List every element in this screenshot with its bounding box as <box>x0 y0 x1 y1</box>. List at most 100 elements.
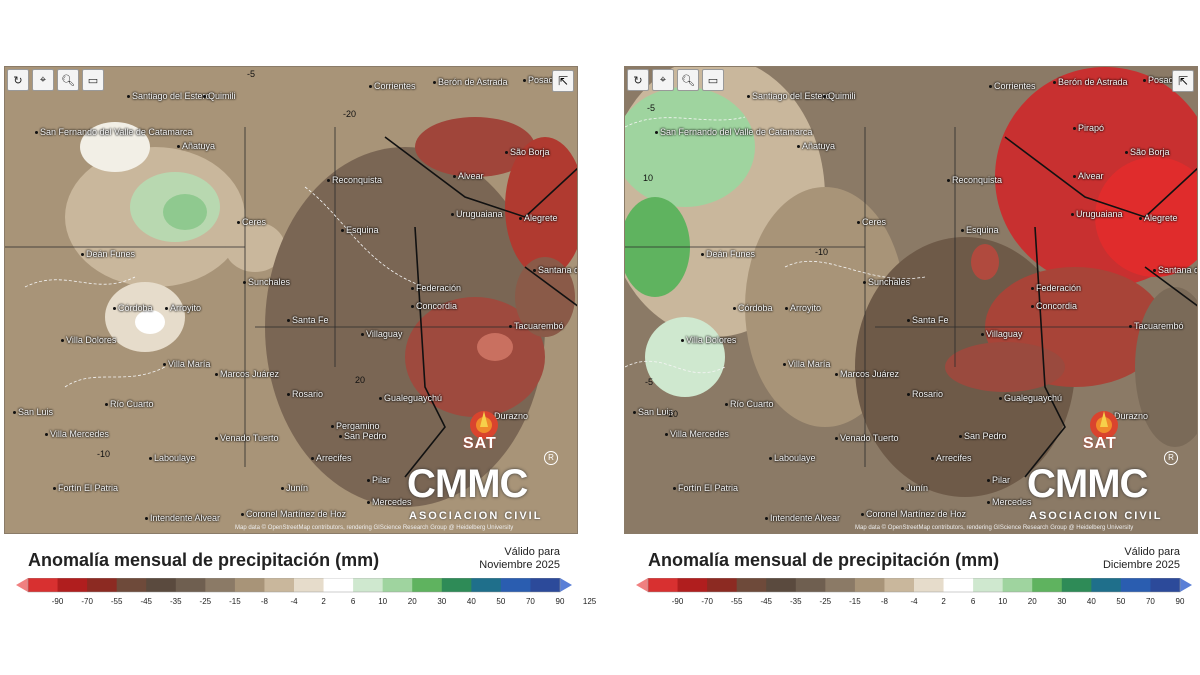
map-panel-december: ↻ ⌖ 🔍︎ ▭ ⇱ Santiago del Estero Quimili S… <box>624 66 1198 611</box>
share-icon[interactable]: ⇱ <box>1172 70 1194 92</box>
colorbar-segment <box>795 578 826 592</box>
city-label: San Luis <box>633 407 673 417</box>
city-label: Uruguaiana <box>451 209 503 219</box>
refresh-icon[interactable]: ↻ <box>7 69 29 91</box>
city-label: Sunchales <box>243 277 290 287</box>
city-label: Durazno <box>489 411 528 421</box>
city-label: Santiago del Estero <box>747 91 831 101</box>
colorbar-segment <box>264 578 295 592</box>
city-label: Corrientes <box>989 81 1036 91</box>
colorbar <box>636 578 1192 593</box>
sat-logo-icon <box>1090 411 1118 439</box>
city-label: San Luis <box>13 407 53 417</box>
colorbar-segment <box>205 578 236 592</box>
contour-label: -5 <box>247 69 256 79</box>
share-icon[interactable]: ⇱ <box>552 70 574 92</box>
colorbar-segment <box>648 578 679 592</box>
colorbar-segment <box>28 578 59 592</box>
colorbar-segment <box>1032 578 1063 592</box>
city-label: Deán Funes <box>701 249 755 259</box>
city-label: Esquina <box>341 225 379 235</box>
colorbar-tick-label: -45 <box>760 597 772 606</box>
colorbar-tick-label: 6 <box>350 597 356 606</box>
contour-label: -10 <box>97 449 111 459</box>
city-label: Ceres <box>857 217 886 227</box>
city-label: San Fernando del Valle de Catamarca <box>35 127 192 137</box>
contour-label: -5 <box>647 103 656 113</box>
scale-icon[interactable]: ▭ <box>82 69 104 91</box>
city-label: Marcos Juárez <box>215 369 279 379</box>
colorbar-tick-label: -15 <box>229 597 241 606</box>
city-label: Villa María <box>783 359 830 369</box>
city-label: Tacuarembó <box>509 321 564 331</box>
city-label: Añatuya <box>797 141 835 151</box>
city-label: Concordia <box>1031 301 1077 311</box>
map-toolbar: ↻ ⌖ 🔍︎ ▭ <box>7 69 104 91</box>
city-label: Quimili <box>203 91 236 101</box>
colorbar-segment <box>382 578 413 592</box>
scale-icon[interactable]: ▭ <box>702 69 724 91</box>
city-label: Santa Fe <box>907 315 949 325</box>
colorbar-outline <box>647 578 1181 593</box>
colorbar-ticks: -90 -70 -55 -45 -35 -25 -15 -8 -4 2 6 10 20 30 40 50 70 9… <box>16 597 596 609</box>
city-label: Coronel Martínez de Hoz <box>861 509 966 519</box>
colorbar-tick-label: -90 <box>51 597 64 606</box>
colorbar-tick-label: -25 <box>819 597 832 606</box>
colorbar-tick-label: 20 <box>407 597 417 606</box>
city-label: Intendente Alvear <box>145 513 220 523</box>
city-label: Ceres <box>237 217 266 227</box>
city-label: Santa Fe <box>287 315 329 325</box>
city-label: Laboulaye <box>149 453 196 463</box>
colorbar-segment <box>146 578 177 592</box>
colorbar-tick-label: -45 <box>140 597 152 606</box>
colorbar-segment <box>677 578 708 592</box>
colorbar-segment <box>500 578 531 592</box>
colorbar-segment <box>973 578 1004 592</box>
contour-label: -10 <box>815 247 829 257</box>
colorbar-tick-label: 50 <box>1116 597 1126 606</box>
colorbar-segment <box>234 578 265 592</box>
city-label: Pergamino <box>331 421 380 431</box>
colorbar-min-arrow <box>16 578 28 592</box>
colorbar-segment <box>884 578 915 592</box>
colorbar-segment <box>323 578 354 592</box>
colorbar-tick-label: -55 <box>730 597 743 606</box>
contour-label: -5 <box>645 377 654 387</box>
city-label: Marcos Juárez <box>835 369 899 379</box>
colorbar-tick-label: 90 <box>1175 597 1185 606</box>
zoom-icon[interactable]: 🔍︎ <box>677 69 699 91</box>
valid-label: Válido para <box>504 546 560 558</box>
registered-mark: R <box>544 451 558 465</box>
colorbar-segment <box>116 578 147 592</box>
colorbar-segment <box>353 578 384 592</box>
precipitation-anomaly-map[interactable]: ↻ ⌖ 🔍︎ ▭ ⇱ Santiago del Estero Quimili S… <box>624 66 1198 534</box>
city-label: Villaguay <box>981 329 1022 339</box>
city-label: Berón de Astrada <box>433 77 508 87</box>
city-label: Junín <box>901 483 928 493</box>
city-label: Gualeguaychú <box>379 393 442 403</box>
city-label: Mercedes <box>987 497 1032 507</box>
precipitation-anomaly-map[interactable]: ↻ ⌖ 🔍︎ ▭ ⇱ Santiago del Estero Quimili S… <box>4 66 578 534</box>
colorbar-outline <box>27 578 561 593</box>
colorbar-segment <box>707 578 738 592</box>
city-label: Berón de Astrada <box>1053 77 1128 87</box>
refresh-icon[interactable]: ↻ <box>627 69 649 91</box>
location-pin-icon[interactable]: ⌖ <box>652 69 674 91</box>
city-label: Venado Tuerto <box>215 433 279 443</box>
zoom-icon[interactable]: 🔍︎ <box>57 69 79 91</box>
cmmc-subtitle: ASOCIACION CIVIL <box>409 510 543 522</box>
city-label: San Pedro <box>339 431 387 441</box>
location-pin-icon[interactable]: ⌖ <box>32 69 54 91</box>
colorbar-max-arrow <box>560 578 572 592</box>
colorbar-segment <box>825 578 856 592</box>
city-label: Villa Dolores <box>681 335 736 345</box>
map-attribution: Map data © OpenStreetMap contributors, r… <box>235 525 514 531</box>
valid-label: Válido para <box>1124 546 1180 558</box>
city-label: Uruguaiana <box>1071 209 1123 219</box>
city-label: Villa Mercedes <box>665 429 729 439</box>
colorbar-tick-label: -55 <box>110 597 123 606</box>
city-label: Pirapó <box>1073 123 1104 133</box>
colorbar-segment <box>1150 578 1181 592</box>
city-label: Rosario <box>907 389 943 399</box>
sat-logo-text: SAT <box>1083 435 1117 452</box>
